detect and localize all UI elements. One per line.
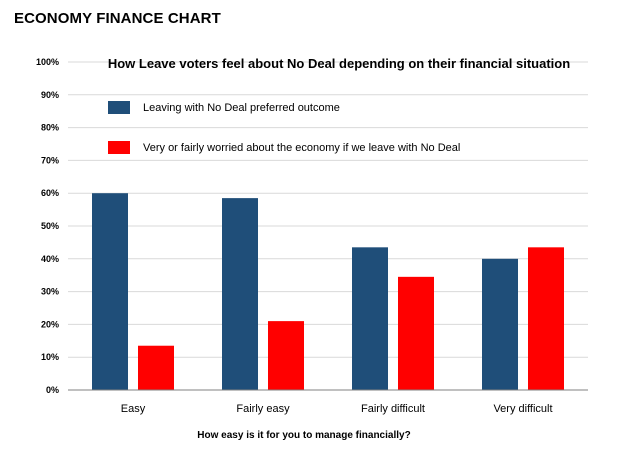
y-tick-label: 70%: [41, 155, 59, 165]
bars: [92, 193, 564, 390]
y-tick-label: 20%: [41, 319, 59, 329]
bar-no-deal-preferred: [92, 193, 128, 390]
x-category-label: Fairly difficult: [361, 403, 425, 415]
y-tick-label: 10%: [41, 352, 59, 362]
x-category-label: Fairly easy: [236, 403, 290, 415]
bar-worried-economy: [528, 247, 564, 390]
bar-no-deal-preferred: [482, 258, 518, 390]
chart-title: How Leave voters feel about No Deal depe…: [108, 56, 570, 71]
y-tick-label: 90%: [41, 90, 59, 100]
y-tick-label: 0%: [46, 385, 59, 395]
legend-label: Leaving with No Deal preferred outcome: [143, 102, 340, 114]
y-tick-label: 30%: [41, 287, 59, 297]
bar-no-deal-preferred: [352, 247, 388, 390]
y-tick-label: 100%: [36, 57, 59, 67]
legend-swatch: [108, 101, 130, 114]
y-tick-label: 80%: [41, 123, 59, 133]
bar-worried-economy: [268, 321, 304, 390]
bar-worried-economy: [398, 276, 434, 390]
legend-swatch: [108, 141, 130, 154]
y-tick-label: 50%: [41, 221, 59, 231]
y-axis-ticks: 0% 10% 20% 30% 40% 50% 60% 70% 80% 90% 100%: [36, 57, 59, 395]
x-axis-title: How easy is it for you to manage financi…: [197, 430, 410, 441]
y-tick-label: 40%: [41, 254, 59, 264]
legend: Leaving with No Deal preferred outcome Ve…: [108, 101, 460, 154]
y-tick-label: 60%: [41, 188, 59, 198]
bar-no-deal-preferred: [222, 198, 258, 390]
x-category-label: Very difficult: [493, 403, 552, 415]
page-title: ECONOMY FINANCE CHART: [14, 10, 221, 27]
bar-worried-economy: [138, 345, 174, 390]
legend-label: Very or fairly worried about the economy…: [143, 142, 460, 154]
x-axis-categories: Easy Fairly easy Fairly difficult Very diff…: [121, 403, 553, 415]
x-category-label: Easy: [121, 403, 146, 415]
